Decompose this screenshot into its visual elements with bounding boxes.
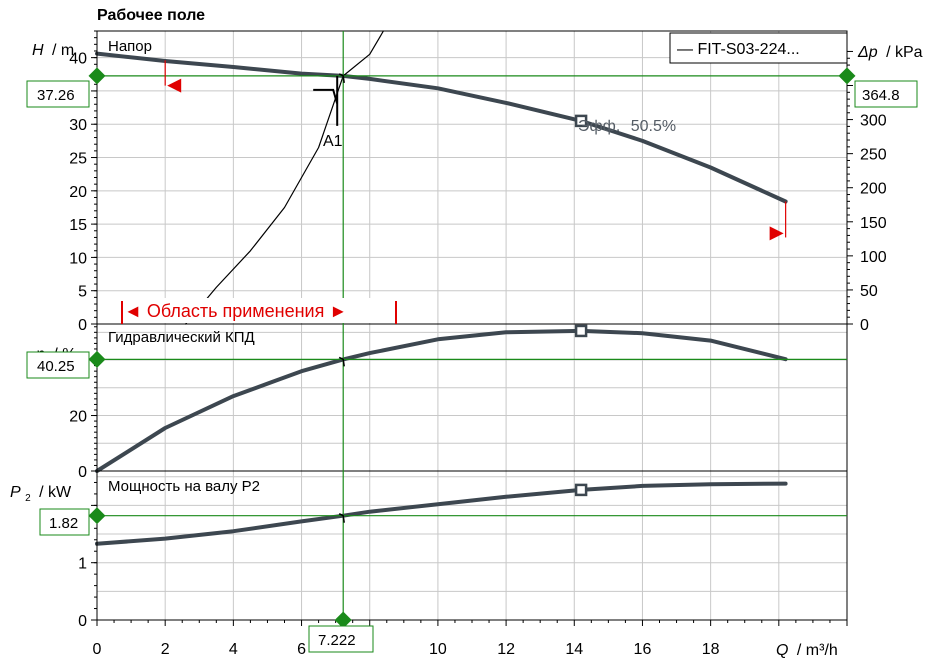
legend-box (669, 32, 848, 64)
chart-title: Рабочее поле (97, 7, 205, 24)
y-axis-label-power: P 2 / kW (10, 484, 72, 505)
efficiency-readout-badge: 40.25 (26, 351, 90, 379)
panel-title-head: Напор (108, 38, 152, 55)
operating-point-tick (338, 73, 345, 83)
y-tick-label: 20 (69, 409, 87, 426)
y2-axis-symbol: Δp (857, 44, 878, 61)
range-max-arrow (769, 226, 784, 241)
flow-readout: 7.222 (318, 632, 356, 649)
y2-axis-label-pressure: Δp / kPa (857, 44, 923, 61)
application-range-label: ◄ Область применения ► (124, 301, 347, 321)
efficiency-readout: 40.25 (37, 358, 75, 375)
pump-curve-0 (95, 51, 788, 204)
efficiency-marker (574, 483, 588, 497)
efficiency-marker (574, 114, 588, 128)
operating-point-diamond-right (838, 67, 856, 85)
y2-tick-label: 0 (860, 317, 869, 334)
efficiency-marker-label: Эфф. 50.5% (578, 118, 676, 135)
x-tick-label: 10 (429, 641, 447, 658)
y-tick-label: 0 (78, 317, 87, 334)
y-tick-label: 25 (69, 151, 87, 168)
x-tick-label: 14 (565, 641, 583, 658)
y-tick-label: 20 (69, 184, 87, 201)
y2-tick-label: 200 (860, 181, 887, 198)
grid-layer (96, 31, 848, 621)
x-axis-label: Q / m³/h (776, 642, 838, 658)
x-tick-label: 6 (297, 641, 306, 658)
pump-curve-2 (95, 481, 788, 546)
y-axis-symbol-head: H (32, 42, 44, 59)
efficiency-marker-prefix: Эфф. (578, 118, 620, 135)
power-readout: 1.82 (49, 515, 78, 532)
operating-point-diamond-left (88, 507, 106, 525)
x-tick-label: 2 (161, 641, 170, 658)
head-readout: 37.26 (37, 87, 75, 104)
y-tick-label: 1 (78, 556, 87, 573)
pump-curve-1 (95, 328, 788, 473)
operating-point-tick (338, 513, 345, 523)
operating-point-diamond-left (88, 67, 106, 85)
head-readout-badge: 37.26 (26, 80, 90, 108)
pressure-readout: 364.8 (862, 87, 900, 104)
application-range-box (120, 298, 398, 323)
legend-label: — FIT-S03-224... (677, 41, 800, 58)
x-tick-label: 4 (229, 641, 238, 658)
y-tick-label: 0 (78, 613, 87, 630)
y-axis-symbol-power: P (10, 484, 21, 501)
y2-tick-label: 100 (860, 249, 887, 266)
y-tick-label: 0 (78, 464, 87, 481)
x-tick-label: 12 (497, 641, 515, 658)
operating-point-bracket (313, 75, 339, 126)
y-axis-sub-power: 2 (25, 493, 31, 504)
x-axis-unit: / m³/h (797, 642, 838, 658)
curve-layer (95, 30, 788, 546)
x-tick-label: 0 (93, 641, 102, 658)
y-tick-label: 10 (69, 250, 87, 267)
efficiency-marker (574, 324, 588, 338)
y-tick-label: 15 (69, 217, 87, 234)
y2-axis-unit: / kPa (886, 44, 923, 61)
operating-point-tick (338, 356, 345, 367)
flow-readout-badge: 7.222 (308, 625, 374, 653)
y2-tick-label: 150 (860, 215, 887, 232)
system-curve (185, 30, 384, 325)
operating-point-label: A1 (323, 133, 343, 150)
y-tick-label: 30 (69, 117, 87, 134)
y2-tick-label: 50 (860, 283, 878, 300)
operating-point-diamond-bottom (334, 611, 352, 629)
pressure-readout-badge: 364.8 (854, 80, 918, 108)
panel-title-power: Мощность на валу P2 (108, 478, 260, 495)
y-axis-unit-power: / kW (39, 484, 72, 501)
y-tick-label: 40 (69, 51, 87, 68)
panel-title-efficiency: Гидравлический КПД (108, 329, 255, 346)
y-axis-label-head: H / m (32, 42, 74, 59)
x-tick-label: 18 (702, 641, 720, 658)
y-axis-unit-head: / m (52, 42, 74, 59)
x-axis-symbol: Q (776, 642, 788, 658)
y-tick-label: 5 (78, 284, 87, 301)
operating-point-diamond-left (88, 350, 106, 368)
y2-tick-label: 300 (860, 113, 887, 130)
x-tick-label: 16 (634, 641, 652, 658)
efficiency-marker-value: 50.5% (631, 118, 676, 135)
power-readout-badge: 1.82 (39, 508, 90, 536)
y2-tick-label: 250 (860, 147, 887, 164)
overlay-layer (88, 31, 856, 629)
range-min-arrow (167, 78, 182, 93)
